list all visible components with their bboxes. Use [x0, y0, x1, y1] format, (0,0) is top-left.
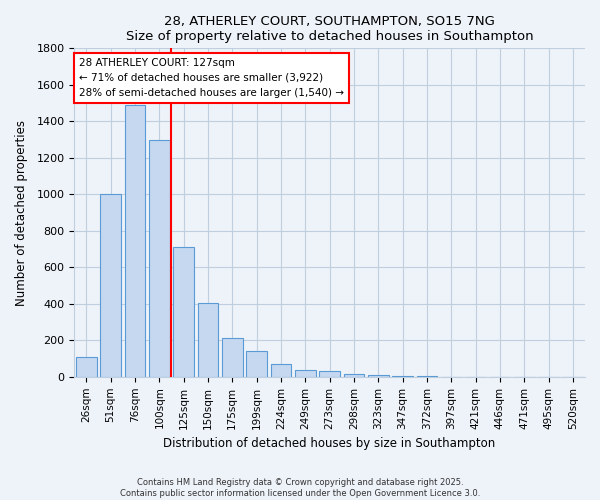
Bar [173, 247, 194, 377]
X-axis label: Distribution of detached houses by size in Southampton: Distribution of detached houses by size … [163, 437, 496, 450]
Y-axis label: Number of detached properties: Number of detached properties [15, 120, 28, 306]
Bar [125, 105, 145, 377]
Bar [271, 364, 291, 377]
Text: 28 ATHERLEY COURT: 127sqm
← 71% of detached houses are smaller (3,922)
28% of se: 28 ATHERLEY COURT: 127sqm ← 71% of detac… [79, 58, 344, 98]
Bar [344, 374, 364, 377]
Bar [295, 370, 316, 377]
Bar [100, 194, 121, 377]
Bar [392, 376, 413, 377]
Bar [149, 140, 170, 377]
Text: Contains HM Land Registry data © Crown copyright and database right 2025.
Contai: Contains HM Land Registry data © Crown c… [120, 478, 480, 498]
Title: 28, ATHERLEY COURT, SOUTHAMPTON, SO15 7NG
Size of property relative to detached : 28, ATHERLEY COURT, SOUTHAMPTON, SO15 7N… [126, 15, 533, 43]
Bar [76, 356, 97, 377]
Bar [197, 303, 218, 377]
Bar [319, 372, 340, 377]
Bar [246, 352, 267, 377]
Bar [368, 376, 389, 377]
Bar [222, 338, 242, 377]
